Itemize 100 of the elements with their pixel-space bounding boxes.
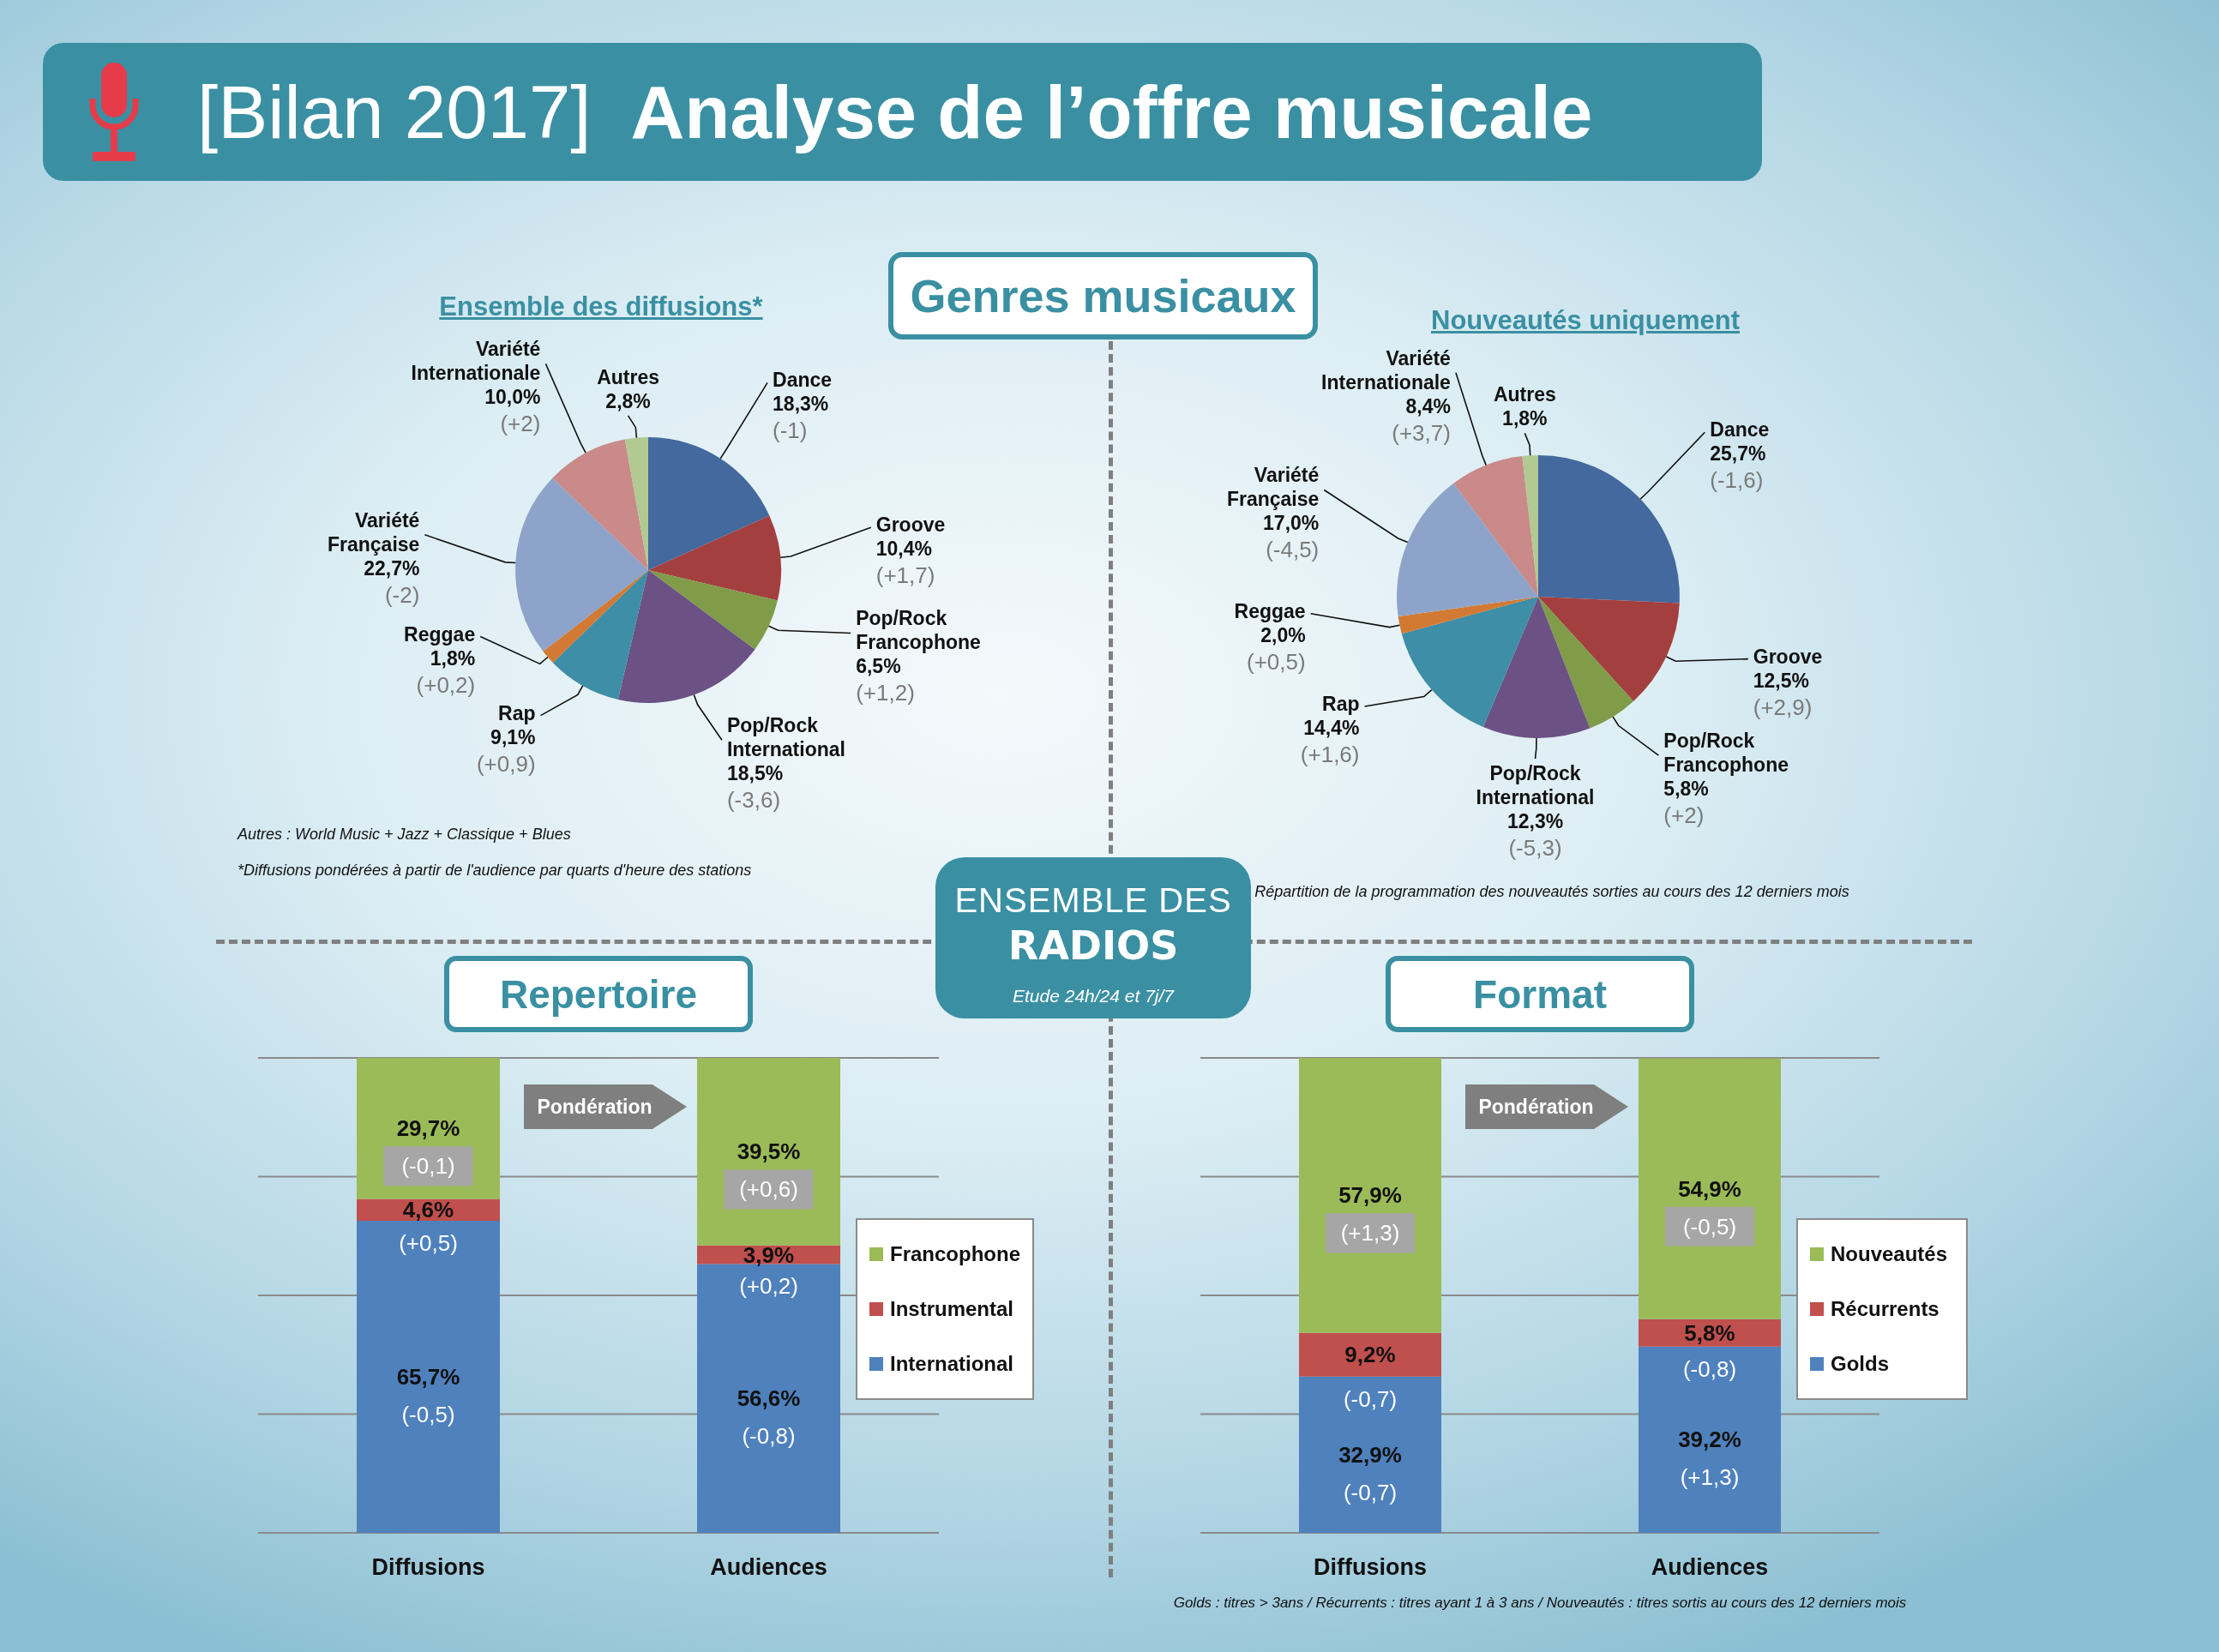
banner: ENSEMBLE DES RADIOS Etude 24h/24 et 7j/7 <box>935 857 1251 1018</box>
pie-slice <box>1482 597 1591 738</box>
x-tick-label: Diffusions <box>371 1554 485 1581</box>
x-tick-label: Audiences <box>1651 1554 1769 1581</box>
data-label: 9,2% <box>1344 1342 1396 1368</box>
text: *Diffusions pondérées à partir de l'audience par quarts d'heure des stations <box>238 862 752 879</box>
slice-label: Variété Internationale <box>1321 346 1451 393</box>
slice-label: Autres <box>1493 383 1556 406</box>
text: (-4,5) <box>1266 537 1320 563</box>
data-label: 65,7% <box>396 1364 460 1391</box>
legend-label: Francophone <box>890 1242 1021 1266</box>
text: Répartition de la programmation des nouveautés sorties au cours des 12 derniers mois <box>1254 883 1849 900</box>
data-label: 18,3% <box>773 393 829 416</box>
slice-label: Dance <box>773 369 833 392</box>
data-label: 29,7% <box>396 1115 460 1142</box>
pie-slice <box>648 515 781 601</box>
pie-slice <box>515 478 648 652</box>
annotation: Pondération <box>537 1095 652 1119</box>
data-label: 57,9% <box>1338 1182 1402 1209</box>
data-label: 32,9% <box>1338 1441 1402 1468</box>
legend-label: Golds <box>1831 1352 1890 1376</box>
text: (+2) <box>500 411 541 437</box>
data-label: 18,5% <box>726 762 784 785</box>
data-label: 39,2% <box>1678 1427 1741 1453</box>
data-label: 2,0% <box>1260 623 1306 646</box>
legend-label: Instrumental <box>890 1297 1014 1321</box>
data-label: 1,8% <box>430 646 476 670</box>
data-label: 12,5% <box>1753 669 1809 692</box>
chart-title: Repertoire <box>499 970 698 1018</box>
legend-label: International <box>890 1352 1014 1376</box>
annotation: (-0,1) <box>401 1153 455 1180</box>
slice-label: Pop/Rock Francophone <box>1663 730 1789 777</box>
text: (-1,6) <box>1710 467 1764 494</box>
annotation: (+0,6) <box>739 1176 798 1203</box>
annotation: (-0,7) <box>1343 1479 1398 1505</box>
pie-slice <box>1397 483 1538 617</box>
slice-label: Reggae <box>404 622 476 646</box>
data-label: 6,5% <box>856 655 901 678</box>
title-frame: Format <box>1386 956 1694 1032</box>
title-frame: Genres musicaux <box>888 252 1318 339</box>
data-label: 3,9% <box>743 1241 795 1268</box>
slice-label: Pop/Rock International <box>726 714 845 761</box>
data-label: 14,4% <box>1303 717 1360 740</box>
text: (-1) <box>773 418 808 444</box>
bar <box>357 1221 500 1533</box>
chart-title: Ensemble des diffusions* <box>439 291 763 321</box>
data-label: 54,9% <box>1678 1175 1741 1202</box>
data-label: 25,7% <box>1710 442 1766 466</box>
pie-slice <box>648 437 770 570</box>
slice-label: Variété Française <box>328 508 420 556</box>
annotation: (-0,8) <box>1682 1355 1737 1382</box>
annotation: (+1,3) <box>1680 1464 1740 1491</box>
annotation: (-0,5) <box>1682 1213 1737 1240</box>
text: Golds : titres > 3ans / Récurrents : titres ayant 1 à 3 ans / Nouveautés : titres sortis au cours des 12 derniers mois <box>1173 1595 1907 1611</box>
slice-label: Pop/Rock Francophone <box>856 607 981 654</box>
data-label: 4,6% <box>402 1197 454 1223</box>
text: (-5,3) <box>1508 834 1562 861</box>
banner: [Bilan 2017] Analyse de l’offre musicale <box>43 43 1762 181</box>
slice-label: Pop/Rock International <box>1476 761 1595 808</box>
slice-label: Variété Internationale <box>411 338 541 385</box>
pie-slice <box>1538 597 1680 701</box>
data-label: 22,7% <box>364 556 420 580</box>
annotation: (-0,5) <box>401 1402 455 1428</box>
bar <box>1639 1346 1781 1533</box>
chart-title: Format <box>1473 970 1607 1018</box>
data-label: 12,3% <box>1506 809 1564 832</box>
text: (+1,2) <box>856 680 915 706</box>
bar <box>1299 1332 1441 1377</box>
bar <box>1299 1058 1441 1333</box>
data-label: 1,8% <box>1502 407 1548 430</box>
text: (+0,9) <box>476 750 536 777</box>
slice-label: Variété Française <box>1226 464 1320 511</box>
data-label: 39,5% <box>737 1138 801 1165</box>
slice-label: Reggae <box>1234 599 1306 622</box>
data-label: 10,4% <box>875 538 932 561</box>
pie-slice <box>1538 455 1680 604</box>
annotation: (+0,5) <box>399 1230 458 1257</box>
data-label: 2,8% <box>605 389 651 412</box>
annotation: (-0,8) <box>742 1423 796 1450</box>
legend-label: Récurrents <box>1831 1297 1939 1321</box>
text: (+0,5) <box>1247 648 1306 675</box>
bar <box>1639 1058 1781 1319</box>
x-tick-label: Audiences <box>710 1554 827 1581</box>
pie-slice <box>1538 597 1634 729</box>
legend-label: Nouveautés <box>1831 1242 1948 1266</box>
text: (+1,6) <box>1300 742 1360 768</box>
annotation: (+0,2) <box>739 1273 798 1300</box>
text: (+1,7) <box>875 562 935 589</box>
annotation: (+1,3) <box>1340 1220 1400 1247</box>
slice-label: Autres <box>597 365 659 388</box>
pie-slice <box>648 570 778 650</box>
data-label: 9,1% <box>490 725 536 748</box>
slice-label: Dance <box>1710 418 1770 442</box>
text: (+0,2) <box>416 671 476 698</box>
data-label: 56,6% <box>737 1385 801 1412</box>
pie-slice <box>617 570 755 703</box>
pie-slice <box>552 570 648 700</box>
data-label: 17,0% <box>1263 512 1320 535</box>
pie-slice <box>1453 456 1538 597</box>
data-label: 5,8% <box>1684 1319 1735 1346</box>
